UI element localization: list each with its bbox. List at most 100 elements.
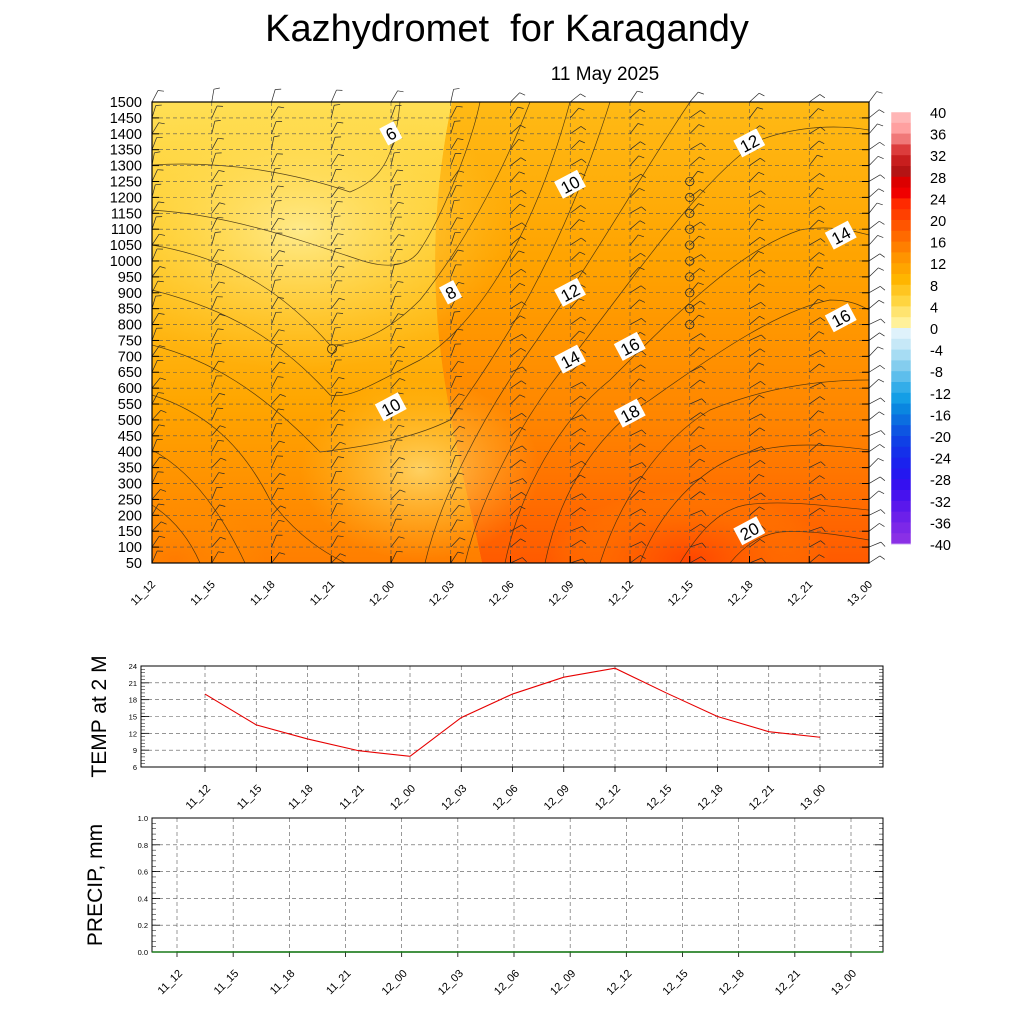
wind-barb xyxy=(749,413,766,421)
wind-barb-feather xyxy=(639,490,645,494)
wind-barb xyxy=(211,170,225,182)
wind-barb-staff xyxy=(749,92,760,103)
colorbar-swatch xyxy=(891,490,911,502)
wind-barb-feather xyxy=(220,457,227,461)
wind-barb xyxy=(510,445,527,453)
wind-barb xyxy=(211,519,224,532)
wind-barb-feather xyxy=(878,299,885,304)
wind-barb-staff xyxy=(271,121,277,134)
wind-barb-staff xyxy=(809,349,821,357)
wind-barb-feather xyxy=(220,536,226,540)
contour-label-box xyxy=(824,220,857,250)
wind-barb-staff xyxy=(271,168,275,182)
wind-barb xyxy=(151,456,166,468)
wind-barb-staff xyxy=(211,519,218,532)
wind-barb xyxy=(689,333,706,341)
wind-barb-staff xyxy=(570,474,581,484)
wind-barb xyxy=(151,169,164,182)
wind-barb-staff xyxy=(570,251,580,262)
wind-barb-staff xyxy=(868,174,881,182)
x-tick-label: 12_15 xyxy=(644,783,674,813)
wind-barb-staff xyxy=(749,172,759,182)
precip-panel: 0.0 0.2 0.4 0.6 0.8 1.0 11_12 11_15 11_18 11_21 12… xyxy=(84,814,884,998)
wind-barb-feather xyxy=(339,441,346,445)
wind-barb xyxy=(510,157,527,166)
wind-barb xyxy=(271,264,284,278)
y-tick-label: 250 xyxy=(118,492,142,508)
wind-barb-staff xyxy=(868,490,880,500)
wind-barb xyxy=(211,407,224,421)
wind-barb-feather xyxy=(759,506,765,511)
wind-barb-feather xyxy=(639,108,646,113)
wind-barb-staff xyxy=(211,343,216,357)
x-tick-label: 12_18 xyxy=(717,968,747,998)
wind-barb-staff xyxy=(689,171,699,182)
wind-barb-feather xyxy=(337,424,344,426)
wind-barb xyxy=(510,315,526,325)
wind-barb xyxy=(330,233,344,246)
wind-barb xyxy=(390,201,404,214)
wind-barb xyxy=(390,360,403,373)
wind-barb-feather xyxy=(760,492,766,497)
wind-barb-feather xyxy=(279,473,286,476)
wind-barb-staff xyxy=(211,472,220,484)
y-tick-label: 9 xyxy=(133,746,137,755)
wind-barb-staff xyxy=(271,185,279,198)
wind-barb-staff xyxy=(569,330,580,341)
wind-barb-feather xyxy=(699,491,706,496)
y-tick-label: 900 xyxy=(118,286,142,302)
wind-barb-staff xyxy=(749,460,761,468)
wind-barb-feather xyxy=(697,170,704,174)
wind-barb xyxy=(570,158,587,166)
wind-barb-staff xyxy=(450,425,460,437)
wind-barb xyxy=(330,409,346,421)
y-tick-label: 1300 xyxy=(110,159,142,175)
wind-barb xyxy=(450,185,463,198)
wind-barb-staff xyxy=(450,106,457,119)
wind-barb xyxy=(450,504,465,516)
wind-barb xyxy=(211,487,223,500)
wind-barb-feather xyxy=(393,119,400,122)
wind-barb xyxy=(868,379,885,389)
contour-line xyxy=(504,227,869,563)
wind-barb-staff xyxy=(689,365,702,373)
wind-barb-feather xyxy=(760,157,766,162)
wind-barb-staff xyxy=(809,219,819,230)
wind-barb xyxy=(629,285,646,294)
wind-barb xyxy=(570,140,586,150)
wind-barb-feather xyxy=(761,557,766,563)
wind-barb xyxy=(211,296,223,309)
colorbar-swatch xyxy=(891,166,911,178)
wind-barb xyxy=(749,92,765,103)
wind-barb-staff xyxy=(629,443,641,453)
wind-barb-feather xyxy=(521,334,527,339)
wind-barb-staff xyxy=(390,471,398,484)
wind-barb-staff xyxy=(570,558,583,564)
wind-barb-feather xyxy=(214,120,221,122)
wind-barb-feather xyxy=(159,535,166,538)
wind-barb-staff xyxy=(809,252,820,262)
wind-barb-staff xyxy=(271,394,281,405)
wind-barb xyxy=(211,202,226,214)
wind-barb-feather xyxy=(219,313,226,317)
wind-barb xyxy=(271,534,283,548)
wind-barb xyxy=(330,136,342,150)
wind-barb-feather xyxy=(700,254,706,259)
wind-barb-staff xyxy=(151,90,159,103)
wind-barb xyxy=(510,394,526,405)
wind-barb-staff xyxy=(151,169,158,182)
wind-barb-staff xyxy=(450,376,457,389)
wind-barb-staff xyxy=(809,507,821,516)
wind-barb-staff xyxy=(211,89,215,103)
wind-barb-feather xyxy=(580,284,586,288)
wind-barb-feather xyxy=(159,266,166,269)
wind-barb xyxy=(749,506,765,516)
panel-y-ticks: 6 9 12 15 18 21 24 xyxy=(129,662,883,772)
colorbar-swatch xyxy=(891,500,911,512)
y-tick-label: 18 xyxy=(129,696,137,705)
wind-barb-feather xyxy=(639,220,646,224)
wind-barb-staff xyxy=(510,538,521,548)
wind-barb-feather xyxy=(817,187,824,191)
wind-barb-feather xyxy=(157,90,165,92)
